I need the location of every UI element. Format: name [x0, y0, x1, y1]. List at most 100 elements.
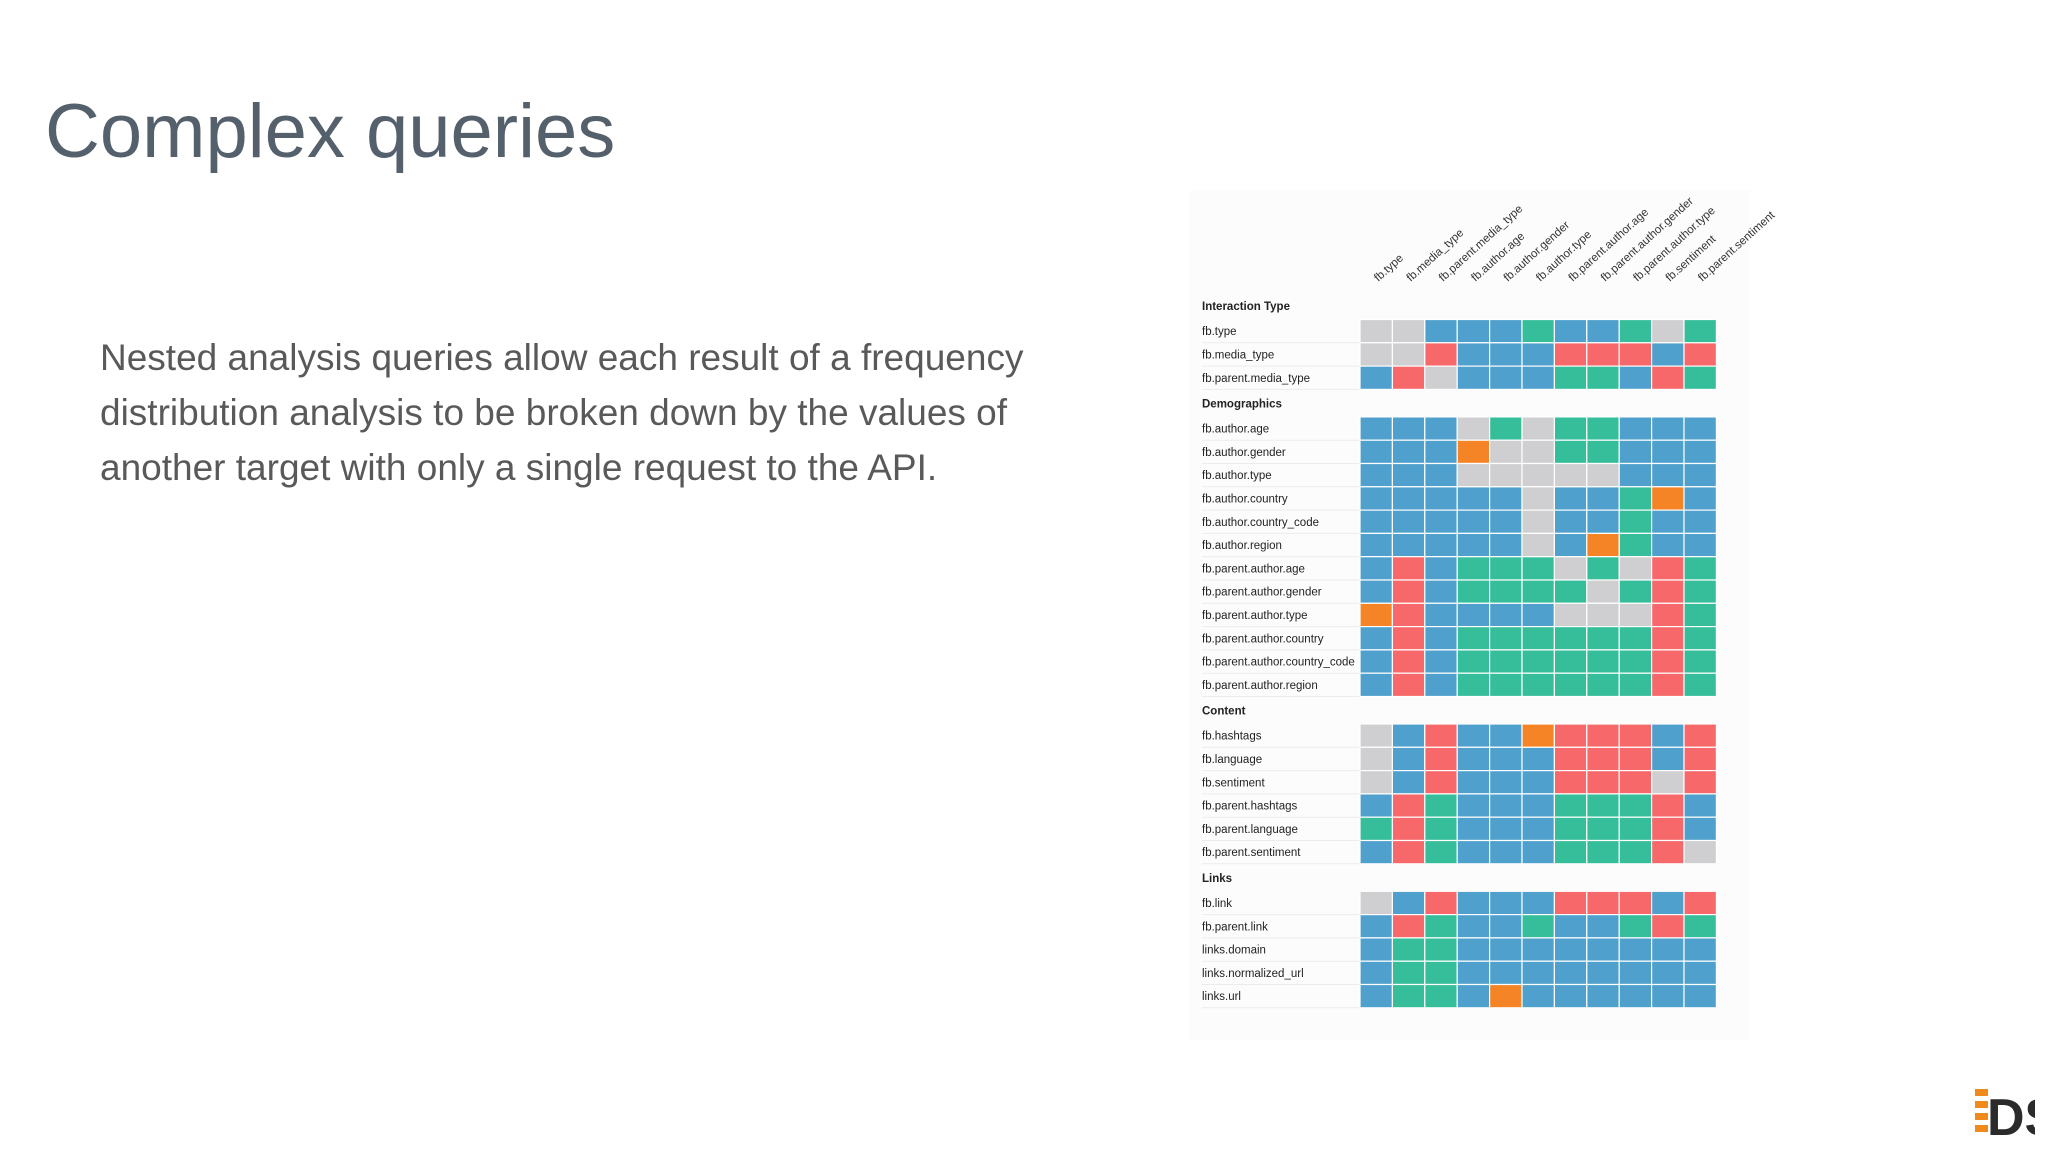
heatmap-cell-fb-parent-sentiment-6 [1521, 839, 1556, 865]
heatmap-cell-fb-parent-link-11 [1683, 913, 1718, 939]
heatmap-cell-fb-link-5 [1489, 890, 1523, 916]
heatmap-cell-links-normalized-url-3 [1424, 960, 1458, 986]
heatmap-cell-fb-hashtags-7 [1553, 723, 1588, 748]
heatmap-cell-fb-author-country-10 [1651, 486, 1685, 511]
heatmap-cell-fb-parent-language-6 [1521, 816, 1556, 842]
heatmap-cell-fb-parent-author-country-code-5 [1489, 649, 1523, 674]
heatmap-cell-fb-parent-author-gender-4 [1456, 579, 1491, 604]
heatmap-cell-fb-author-age-4 [1456, 416, 1491, 441]
heatmap-cell-fb-media-type-1 [1359, 342, 1394, 367]
heatmap-cell-fb-parent-hashtags-11 [1683, 793, 1718, 818]
row-label-fb-link: fb.link [1202, 898, 1232, 910]
heatmap-cell-fb-parent-link-6 [1521, 913, 1556, 939]
heatmap-cell-links-domain-5 [1489, 937, 1523, 962]
heatmap-cell-fb-parent-author-type-11 [1683, 602, 1718, 628]
heatmap-cell-fb-author-country-code-11 [1683, 509, 1718, 535]
heatmap-cell-fb-parent-media-type-8 [1586, 365, 1620, 391]
heatmap-cell-fb-link-6 [1521, 890, 1556, 916]
group-header-content: Content [1202, 706, 1246, 718]
heatmap-cell-fb-parent-author-country-code-7 [1553, 649, 1588, 674]
heatmap-cell-fb-language-3 [1424, 746, 1458, 772]
heatmap-cell-fb-parent-author-type-6 [1521, 602, 1556, 628]
heatmap-cell-fb-parent-sentiment-1 [1359, 839, 1394, 865]
heatmap-cell-fb-author-type-9 [1618, 462, 1653, 488]
group-header-demographics: Demographics [1202, 398, 1282, 410]
heatmap-cell-fb-parent-author-type-9 [1618, 602, 1653, 628]
row-label-fb-language: fb.language [1202, 754, 1262, 766]
heatmap-cell-fb-author-age-10 [1651, 416, 1685, 441]
heatmap-cell-fb-parent-hashtags-9 [1618, 793, 1653, 818]
heatmap-cell-fb-parent-hashtags-4 [1456, 793, 1491, 818]
heatmap-cell-fb-parent-author-type-7 [1553, 602, 1588, 628]
heatmap-cell-fb-hashtags-6 [1521, 723, 1556, 748]
heatmap-cell-fb-parent-author-country-11 [1683, 626, 1718, 651]
heatmap-cell-fb-parent-sentiment-9 [1618, 839, 1653, 865]
heatmap-cell-fb-author-gender-11 [1683, 439, 1718, 465]
heatmap-cell-fb-parent-author-age-6 [1521, 556, 1556, 581]
heatmap-cell-links-url-9 [1618, 983, 1653, 1009]
heatmap-cell-fb-parent-hashtags-1 [1359, 793, 1394, 818]
heatmap-cell-fb-author-country-code-2 [1391, 509, 1426, 535]
heatmap-cell-fb-parent-author-country-8 [1586, 626, 1620, 651]
heatmap-cell-fb-link-1 [1359, 890, 1394, 916]
heatmap-cell-fb-parent-author-country-code-10 [1651, 649, 1685, 674]
heatmap-cell-fb-author-region-4 [1456, 532, 1491, 558]
row-label-fb-parent-media-type: fb.parent.media_type [1202, 373, 1310, 385]
heatmap-cell-fb-link-4 [1456, 890, 1491, 916]
heatmap-cell-fb-link-11 [1683, 890, 1718, 916]
row-label-fb-parent-language: fb.parent.language [1202, 824, 1298, 836]
heatmap-cell-fb-parent-author-region-8 [1586, 672, 1620, 698]
heatmap-cell-fb-sentiment-6 [1521, 769, 1556, 795]
heatmap-cell-fb-parent-hashtags-7 [1553, 793, 1588, 818]
heatmap-cell-fb-author-age-9 [1618, 416, 1653, 441]
heatmap-cell-fb-author-country-code-10 [1651, 509, 1685, 535]
row-label-fb-media-type: fb.media_type [1202, 349, 1274, 361]
heatmap-cell-fb-parent-sentiment-10 [1651, 839, 1685, 865]
group-header-links: Links [1202, 873, 1232, 885]
heatmap-cell-fb-parent-author-region-11 [1683, 672, 1718, 698]
heatmap-cell-fb-media-type-11 [1683, 342, 1718, 367]
heatmap-cell-fb-author-age-8 [1586, 416, 1620, 441]
row-label-fb-parent-link: fb.parent.link [1202, 921, 1268, 933]
heatmap-cell-fb-parent-media-type-4 [1456, 365, 1491, 391]
heatmap-figure: fb.type fb.media_type fb.parent.media_type… [1190, 190, 1778, 1040]
heatmap-cell-fb-parent-hashtags-10 [1651, 793, 1685, 818]
heatmap-cell-links-normalized-url-7 [1553, 960, 1588, 986]
heatmap-cell-fb-parent-link-10 [1651, 913, 1685, 939]
heatmap-cell-fb-author-region-1 [1359, 532, 1394, 558]
heatmap-cell-fb-link-7 [1553, 890, 1588, 916]
heatmap-cell-fb-parent-author-type-8 [1586, 602, 1620, 628]
heatmap-cell-fb-parent-language-10 [1651, 816, 1685, 842]
heatmap-cell-fb-author-age-1 [1359, 416, 1394, 441]
heatmap-cell-fb-author-type-7 [1553, 462, 1588, 488]
heatmap-cell-fb-parent-author-age-1 [1359, 556, 1394, 581]
heatmap-cell-fb-parent-author-country-5 [1489, 626, 1523, 651]
heatmap-cell-fb-parent-media-type-1 [1359, 365, 1394, 391]
heatmap-cell-fb-parent-language-3 [1424, 816, 1458, 842]
heatmap-cell-fb-type-5 [1489, 318, 1523, 344]
heatmap-cell-fb-author-country-code-8 [1586, 509, 1620, 535]
heatmap-cell-fb-link-10 [1651, 890, 1685, 916]
row-label-fb-hashtags: fb.hashtags [1202, 731, 1262, 743]
heatmap-cell-fb-parent-author-region-1 [1359, 672, 1394, 698]
heatmap-cell-fb-parent-author-region-4 [1456, 672, 1491, 698]
heatmap-cell-fb-parent-author-gender-2 [1391, 579, 1426, 604]
heatmap-cell-fb-author-region-6 [1521, 532, 1556, 558]
heatmap-cell-fb-parent-author-type-4 [1456, 602, 1491, 628]
logo-bar-2 [1975, 1101, 1988, 1108]
heatmap-cell-fb-author-type-2 [1391, 462, 1426, 488]
heatmap-cell-fb-author-type-11 [1683, 462, 1718, 488]
heatmap-cell-fb-parent-link-2 [1391, 913, 1426, 939]
heatmap-cell-fb-author-gender-1 [1359, 439, 1394, 465]
heatmap-cell-links-normalized-url-8 [1586, 960, 1620, 986]
heatmap-cell-fb-parent-author-age-3 [1424, 556, 1458, 581]
heatmap-cell-links-normalized-url-5 [1489, 960, 1523, 986]
logo-bar-3 [1975, 1113, 1988, 1120]
heatmap-cell-fb-hashtags-11 [1683, 723, 1718, 748]
heatmap-cell-links-domain-3 [1424, 937, 1458, 962]
heatmap-cell-fb-parent-link-5 [1489, 913, 1523, 939]
heatmap-cell-fb-parent-sentiment-5 [1489, 839, 1523, 865]
heatmap-cell-links-normalized-url-2 [1391, 960, 1426, 986]
heatmap-cell-fb-sentiment-1 [1359, 769, 1394, 795]
heatmap-cell-fb-sentiment-7 [1553, 769, 1588, 795]
